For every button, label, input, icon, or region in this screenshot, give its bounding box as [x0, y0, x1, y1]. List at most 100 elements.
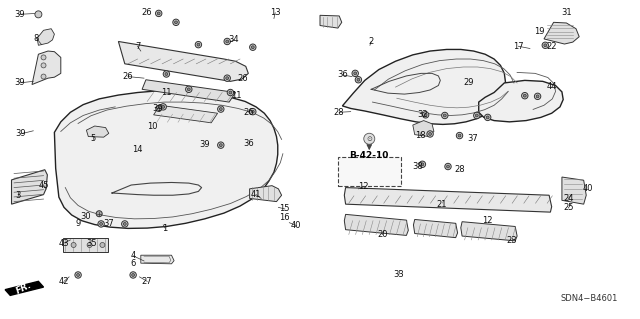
Circle shape: [422, 112, 429, 118]
Text: 39: 39: [14, 78, 24, 87]
Text: 26: 26: [123, 72, 133, 81]
Text: 22: 22: [547, 42, 557, 51]
Circle shape: [444, 114, 446, 117]
Circle shape: [197, 43, 200, 46]
Circle shape: [355, 77, 362, 83]
Circle shape: [156, 106, 162, 111]
Text: ⊙: ⊙: [366, 136, 372, 142]
Circle shape: [252, 46, 254, 49]
Circle shape: [96, 211, 102, 217]
Text: 37: 37: [104, 219, 114, 228]
Circle shape: [220, 144, 222, 147]
Circle shape: [250, 44, 256, 50]
Circle shape: [534, 93, 541, 100]
Polygon shape: [141, 255, 174, 264]
Circle shape: [427, 131, 433, 137]
Text: 19: 19: [534, 27, 544, 36]
Text: 36: 36: [337, 70, 348, 79]
Circle shape: [542, 42, 548, 48]
Circle shape: [186, 86, 192, 93]
Text: 33: 33: [394, 271, 404, 279]
Text: 34: 34: [228, 35, 239, 44]
Circle shape: [218, 142, 224, 148]
Text: 4: 4: [131, 251, 136, 260]
Text: 40: 40: [291, 221, 301, 230]
Text: 42: 42: [59, 277, 69, 286]
Circle shape: [98, 221, 104, 227]
Polygon shape: [544, 22, 579, 44]
Text: 30: 30: [80, 212, 90, 221]
Text: 41: 41: [251, 190, 261, 199]
Text: 36: 36: [243, 139, 253, 148]
Text: 29: 29: [464, 78, 474, 87]
Circle shape: [250, 108, 256, 115]
Circle shape: [165, 72, 168, 76]
Circle shape: [421, 163, 424, 166]
FancyBboxPatch shape: [338, 157, 401, 186]
Circle shape: [445, 163, 451, 170]
Polygon shape: [12, 170, 47, 204]
Circle shape: [100, 222, 102, 226]
Text: 26: 26: [142, 8, 152, 17]
Text: 44: 44: [547, 82, 557, 91]
Text: 39: 39: [14, 10, 24, 19]
Circle shape: [442, 112, 448, 119]
Circle shape: [220, 108, 222, 111]
Circle shape: [41, 74, 46, 79]
Polygon shape: [86, 126, 109, 137]
Text: 31: 31: [561, 8, 572, 17]
Polygon shape: [342, 49, 506, 124]
Text: B-42-10: B-42-10: [349, 151, 389, 160]
Circle shape: [484, 114, 491, 121]
Circle shape: [226, 40, 228, 43]
Circle shape: [162, 105, 164, 108]
Circle shape: [160, 104, 166, 110]
Text: 11: 11: [161, 88, 172, 97]
Text: 45: 45: [38, 181, 49, 189]
Circle shape: [71, 242, 76, 248]
Polygon shape: [54, 91, 278, 228]
Polygon shape: [413, 121, 434, 137]
Circle shape: [536, 95, 539, 98]
Text: 28: 28: [334, 108, 344, 117]
Circle shape: [100, 242, 105, 248]
Circle shape: [157, 12, 160, 15]
Text: 8: 8: [34, 34, 39, 43]
Circle shape: [522, 93, 528, 99]
Text: 43: 43: [59, 239, 69, 248]
Circle shape: [486, 116, 489, 119]
Circle shape: [41, 55, 46, 60]
Text: 39: 39: [200, 140, 210, 149]
Text: 21: 21: [436, 200, 447, 209]
Circle shape: [229, 91, 232, 94]
Circle shape: [364, 133, 375, 144]
Circle shape: [357, 78, 360, 81]
Text: SDN4−B4601: SDN4−B4601: [560, 294, 618, 303]
Circle shape: [175, 21, 177, 24]
Circle shape: [122, 221, 128, 227]
Text: 9: 9: [76, 219, 81, 228]
Text: 39: 39: [15, 130, 26, 138]
Text: 13: 13: [270, 8, 280, 17]
Polygon shape: [118, 41, 248, 81]
Circle shape: [424, 113, 427, 116]
Text: 27: 27: [142, 277, 152, 286]
Circle shape: [474, 112, 480, 119]
Text: FR.: FR.: [15, 281, 34, 296]
Polygon shape: [32, 51, 61, 85]
Circle shape: [447, 165, 449, 168]
Text: 38: 38: [412, 162, 422, 171]
Polygon shape: [479, 80, 563, 122]
Text: 39: 39: [153, 104, 163, 113]
Polygon shape: [344, 214, 408, 235]
Polygon shape: [63, 238, 108, 252]
Text: 37: 37: [467, 134, 477, 143]
Circle shape: [130, 272, 136, 278]
Text: 10: 10: [147, 122, 157, 130]
Text: 25: 25: [563, 204, 573, 212]
Text: 12: 12: [358, 182, 369, 191]
Text: 11: 11: [232, 91, 242, 100]
Text: 32: 32: [417, 110, 428, 119]
Polygon shape: [142, 80, 236, 102]
Circle shape: [419, 161, 426, 167]
